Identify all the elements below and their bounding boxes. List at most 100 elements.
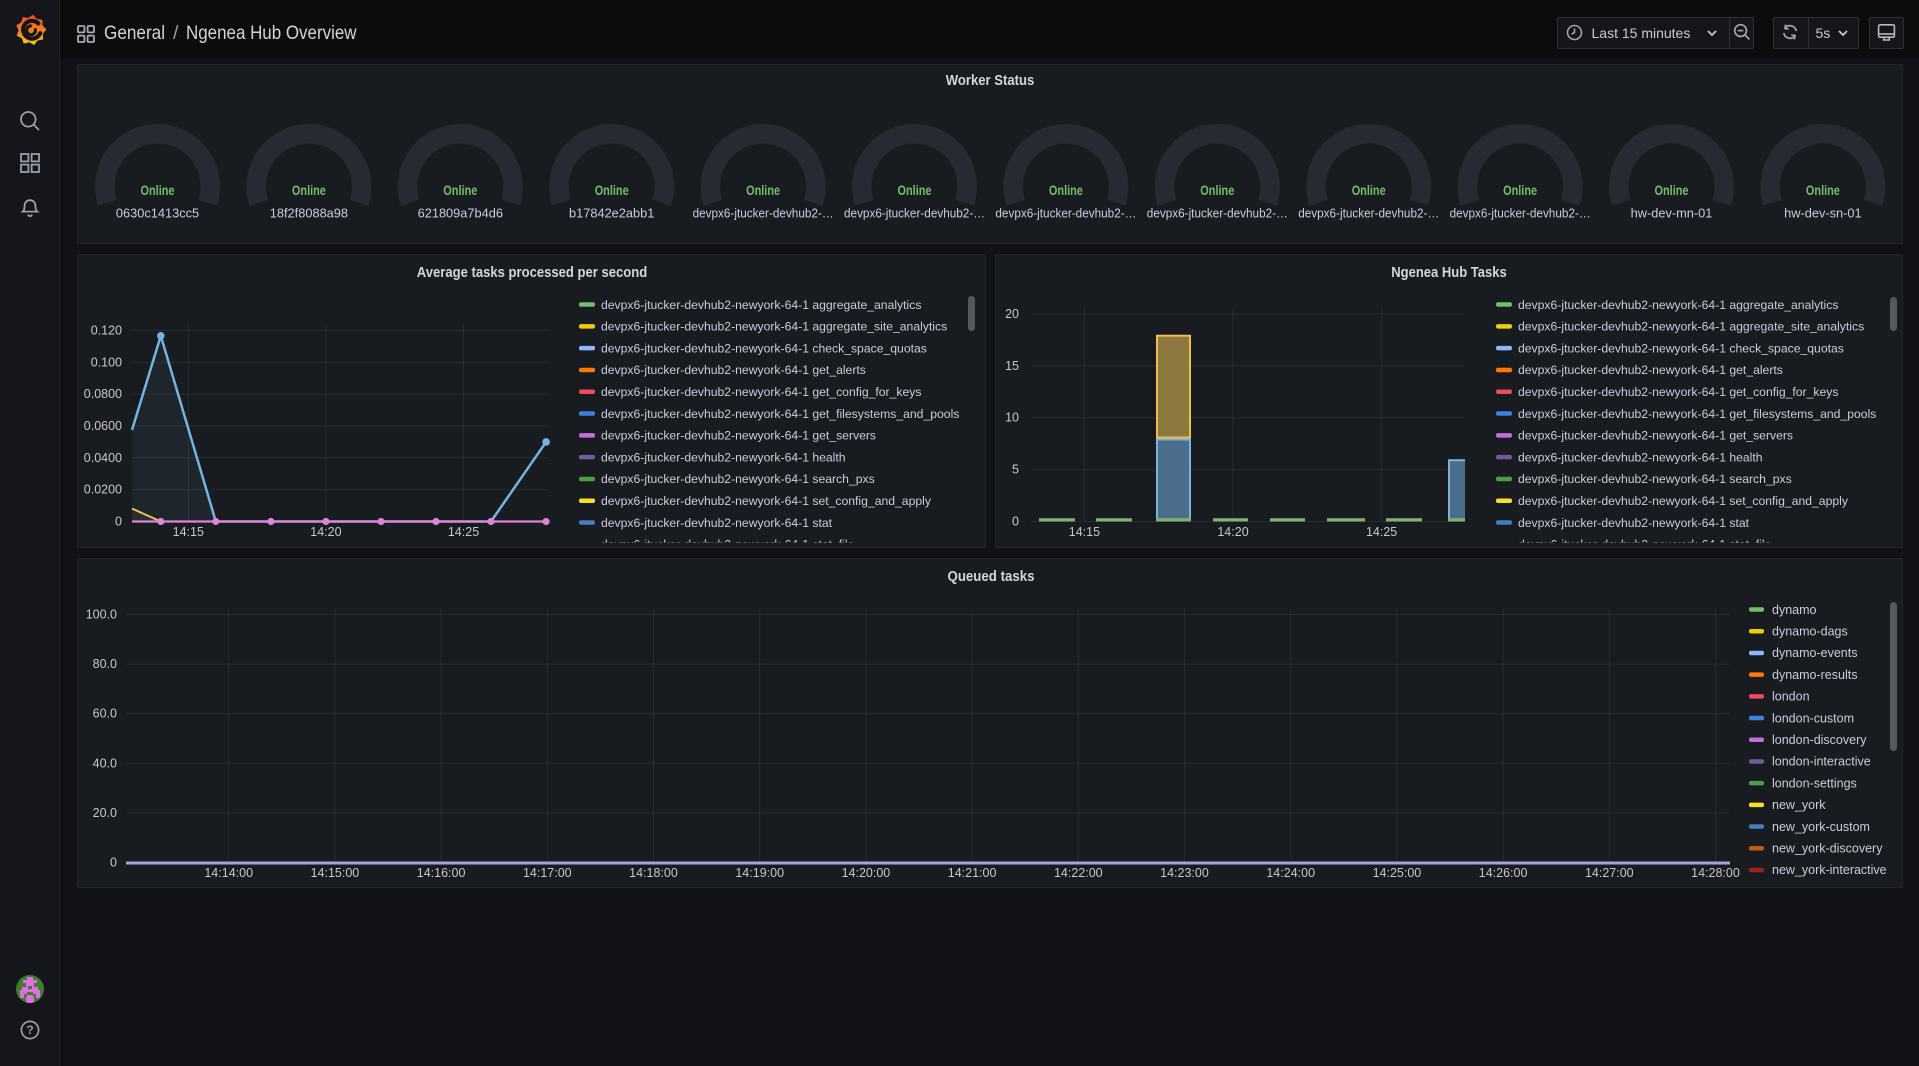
svg-text:Online: Online (595, 183, 629, 198)
svg-text:Average tasks processed per se: Average tasks processed per second (417, 265, 648, 281)
svg-text:london: london (1772, 690, 1810, 704)
svg-text:Online: Online (292, 183, 326, 198)
svg-text:devpx6-jtucker-devhub2-newyork: devpx6-jtucker-devhub2-newyork-64-1 stat… (1518, 538, 1772, 547)
svg-text:devpx6-jtucker-devhub2-…: devpx6-jtucker-devhub2-… (1450, 206, 1591, 221)
svg-text:Online: Online (1503, 183, 1537, 198)
svg-text:80.0: 80.0 (93, 657, 117, 671)
svg-text:0.0800: 0.0800 (84, 387, 122, 401)
svg-text:Ngenea Hub Overview: Ngenea Hub Overview (186, 22, 357, 44)
svg-text:dynamo-events: dynamo-events (1772, 646, 1857, 660)
svg-text:0630c1413cc5: 0630c1413cc5 (116, 206, 199, 221)
svg-text:devpx6-jtucker-devhub2-newyork: devpx6-jtucker-devhub2-newyork-64-1 get_… (601, 429, 876, 443)
svg-text:14:15: 14:15 (173, 525, 204, 539)
svg-text:dynamo: dynamo (1772, 603, 1817, 617)
svg-text:14:20: 14:20 (1217, 525, 1248, 539)
svg-text:0: 0 (1012, 515, 1019, 529)
svg-text:14:22:00: 14:22:00 (1054, 866, 1103, 880)
svg-text:devpx6-jtucker-devhub2-newyork: devpx6-jtucker-devhub2-newyork-64-1 get_… (601, 363, 866, 377)
svg-text:new_york: new_york (1772, 798, 1826, 812)
svg-text:0.120: 0.120 (91, 324, 122, 338)
svg-text:General: General (104, 22, 165, 44)
svg-text:devpx6-jtucker-devhub2-newyork: devpx6-jtucker-devhub2-newyork-64-1 aggr… (1518, 320, 1864, 334)
svg-text:Worker Status: Worker Status (946, 73, 1035, 89)
svg-text:devpx6-jtucker-devhub2-…: devpx6-jtucker-devhub2-… (1298, 206, 1439, 221)
svg-text:devpx6-jtucker-devhub2-newyork: devpx6-jtucker-devhub2-newyork-64-1 aggr… (601, 320, 947, 334)
svg-text:14:28:00: 14:28:00 (1691, 866, 1740, 880)
svg-text:london-custom: london-custom (1772, 711, 1854, 725)
svg-text:devpx6-jtucker-devhub2-newyork: devpx6-jtucker-devhub2-newyork-64-1 get_… (1518, 407, 1876, 421)
svg-text:Online: Online (141, 183, 175, 198)
svg-text:14:18:00: 14:18:00 (629, 866, 678, 880)
svg-text:london-settings: london-settings (1772, 776, 1857, 790)
svg-text:14:14:00: 14:14:00 (204, 866, 253, 880)
svg-text:hw-dev-mn-01: hw-dev-mn-01 (1631, 206, 1713, 221)
svg-text:devpx6-jtucker-devhub2-newyork: devpx6-jtucker-devhub2-newyork-64-1 aggr… (601, 298, 921, 312)
svg-text:devpx6-jtucker-devhub2-newyork: devpx6-jtucker-devhub2-newyork-64-1 stat… (601, 538, 855, 547)
svg-text:18f2f8088a98: 18f2f8088a98 (270, 206, 348, 221)
svg-text:0.100: 0.100 (91, 355, 122, 369)
svg-text:10: 10 (1005, 411, 1019, 425)
svg-text:devpx6-jtucker-devhub2-newyork: devpx6-jtucker-devhub2-newyork-64-1 set_… (1518, 494, 1849, 508)
svg-text:hw-dev-sn-01: hw-dev-sn-01 (1784, 206, 1862, 221)
svg-text:devpx6-jtucker-devhub2-newyork: devpx6-jtucker-devhub2-newyork-64-1 aggr… (1518, 298, 1838, 312)
svg-text:14:23:00: 14:23:00 (1160, 866, 1209, 880)
svg-text:new_york-custom: new_york-custom (1772, 820, 1870, 834)
svg-text:14:20: 14:20 (310, 525, 341, 539)
svg-text:621809a7b4d6: 621809a7b4d6 (418, 206, 503, 221)
svg-text:devpx6-jtucker-devhub2-newyork: devpx6-jtucker-devhub2-newyork-64-1 get_… (601, 385, 921, 399)
svg-text:devpx6-jtucker-devhub2-…: devpx6-jtucker-devhub2-… (844, 206, 985, 221)
svg-text:14:19:00: 14:19:00 (735, 866, 784, 880)
svg-text:14:15: 14:15 (1069, 525, 1100, 539)
svg-text:/: / (173, 22, 179, 44)
svg-text:devpx6-jtucker-devhub2-newyork: devpx6-jtucker-devhub2-newyork-64-1 get_… (1518, 385, 1838, 399)
svg-text:devpx6-jtucker-devhub2-newyork: devpx6-jtucker-devhub2-newyork-64-1 sear… (1518, 472, 1792, 486)
svg-text:london-discovery: london-discovery (1772, 733, 1867, 747)
svg-text:14:21:00: 14:21:00 (948, 866, 997, 880)
svg-text:devpx6-jtucker-devhub2-…: devpx6-jtucker-devhub2-… (693, 206, 834, 221)
svg-text:devpx6-jtucker-devhub2-newyork: devpx6-jtucker-devhub2-newyork-64-1 chec… (601, 341, 927, 355)
svg-text:14:24:00: 14:24:00 (1266, 866, 1315, 880)
svg-text:14:16:00: 14:16:00 (417, 866, 466, 880)
svg-text:Queued tasks: Queued tasks (948, 569, 1035, 585)
svg-text:60.0: 60.0 (93, 707, 117, 721)
svg-text:5: 5 (1012, 463, 1019, 477)
svg-text:14:15:00: 14:15:00 (311, 866, 360, 880)
svg-text:new_york-discovery: new_york-discovery (1772, 842, 1883, 856)
svg-text:Online: Online (443, 183, 477, 198)
svg-text:0.0600: 0.0600 (84, 419, 122, 433)
svg-text:london-interactive: london-interactive (1772, 755, 1871, 769)
svg-text:14:26:00: 14:26:00 (1479, 866, 1528, 880)
svg-text:14:25: 14:25 (1366, 525, 1397, 539)
svg-text:devpx6-jtucker-devhub2-newyork: devpx6-jtucker-devhub2-newyork-64-1 heal… (601, 450, 846, 464)
svg-text:14:25: 14:25 (448, 525, 479, 539)
svg-text:14:17:00: 14:17:00 (523, 866, 572, 880)
svg-text:40.0: 40.0 (93, 756, 117, 770)
svg-text:Online: Online (746, 183, 780, 198)
svg-text:devpx6-jtucker-devhub2-newyork: devpx6-jtucker-devhub2-newyork-64-1 heal… (1518, 450, 1763, 464)
svg-text:15: 15 (1005, 359, 1019, 373)
svg-text:Ngenea Hub Tasks: Ngenea Hub Tasks (1391, 265, 1507, 281)
svg-text:0.0200: 0.0200 (84, 483, 122, 497)
svg-text:Online: Online (1352, 183, 1386, 198)
svg-text:14:25:00: 14:25:00 (1373, 866, 1422, 880)
svg-text:Online: Online (1655, 183, 1689, 198)
svg-text:devpx6-jtucker-devhub2-newyork: devpx6-jtucker-devhub2-newyork-64-1 sear… (601, 472, 875, 486)
svg-text:20: 20 (1005, 307, 1019, 321)
svg-text:devpx6-jtucker-devhub2-…: devpx6-jtucker-devhub2-… (995, 206, 1136, 221)
svg-text:devpx6-jtucker-devhub2-newyork: devpx6-jtucker-devhub2-newyork-64-1 chec… (1518, 341, 1844, 355)
svg-text:new_york-interactive: new_york-interactive (1772, 863, 1887, 877)
svg-text:14:27:00: 14:27:00 (1585, 866, 1634, 880)
svg-text:Online: Online (1200, 183, 1234, 198)
svg-text:Online: Online (1049, 183, 1083, 198)
svg-text:20.0: 20.0 (93, 806, 117, 820)
svg-text:dynamo-dags: dynamo-dags (1772, 625, 1848, 639)
svg-text:0.0400: 0.0400 (84, 451, 122, 465)
svg-text:Online: Online (898, 183, 932, 198)
svg-text:0: 0 (110, 856, 117, 870)
svg-text:devpx6-jtucker-devhub2-newyork: devpx6-jtucker-devhub2-newyork-64-1 get_… (1518, 363, 1783, 377)
svg-text:b17842e2abb1: b17842e2abb1 (569, 206, 654, 221)
svg-text:devpx6-jtucker-devhub2-…: devpx6-jtucker-devhub2-… (1147, 206, 1288, 221)
svg-text:devpx6-jtucker-devhub2-newyork: devpx6-jtucker-devhub2-newyork-64-1 stat (601, 516, 833, 530)
svg-text:14:20:00: 14:20:00 (842, 866, 891, 880)
svg-text:dynamo-results: dynamo-results (1772, 668, 1857, 682)
